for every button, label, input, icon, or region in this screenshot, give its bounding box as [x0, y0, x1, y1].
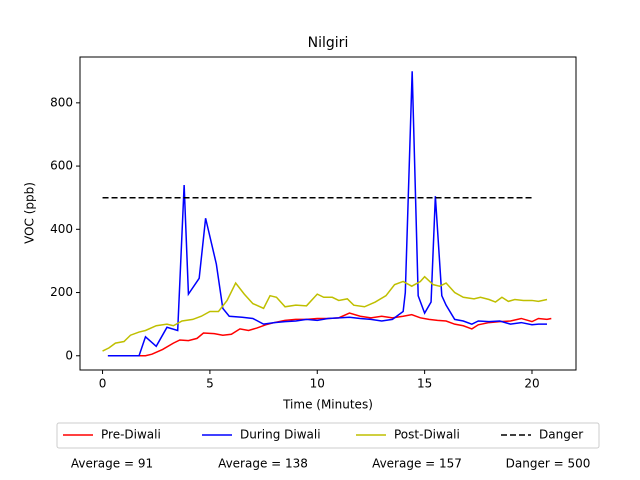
- annotation: Average = 138: [218, 457, 308, 471]
- annotation: Average = 91: [71, 457, 153, 471]
- x-tick-label: 0: [99, 377, 107, 391]
- y-tick-label: 0: [65, 348, 73, 362]
- x-tick-label: 5: [206, 377, 214, 391]
- legend-label: Danger: [539, 428, 583, 442]
- x-tick-label: 15: [417, 377, 432, 391]
- chart-title: Nilgiri: [308, 35, 349, 51]
- annotation: Average = 157: [372, 457, 462, 471]
- legend-label: Pre-Diwali: [101, 428, 161, 442]
- y-tick-label: 600: [50, 159, 73, 173]
- y-tick-label: 400: [50, 222, 73, 236]
- line-series: [102, 275, 548, 352]
- x-tick-label: 10: [310, 377, 325, 391]
- annotation: Danger = 500: [506, 457, 591, 471]
- legend-box: [56, 422, 600, 449]
- plot-frame: [79, 56, 577, 371]
- legend-label: During Diwali: [240, 428, 321, 442]
- legend-label: Post-Diwali: [394, 428, 460, 442]
- y-tick-label: 200: [50, 285, 73, 299]
- x-tick-label: 20: [524, 377, 539, 391]
- x-axis-label: Time (Minutes): [282, 398, 373, 412]
- y-axis-label: VOC (ppb): [23, 182, 37, 244]
- y-tick-label: 800: [50, 95, 73, 109]
- line-series: [107, 71, 548, 357]
